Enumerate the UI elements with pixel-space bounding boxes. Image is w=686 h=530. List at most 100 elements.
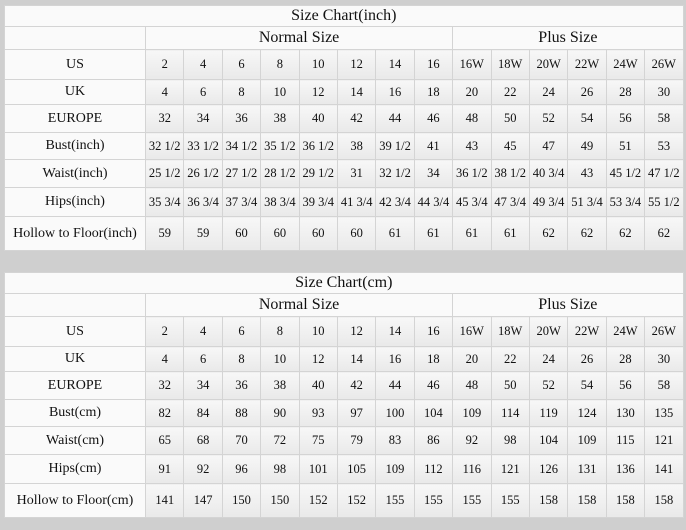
size-cell: 26 1/2	[183, 159, 223, 188]
size-cell: 40	[298, 371, 338, 400]
size-cell: 25 1/2	[144, 159, 185, 188]
size-cell: 115	[605, 426, 646, 455]
size-cell: 92	[452, 426, 492, 455]
size-cell: 22W	[567, 316, 607, 347]
size-chart-cm: Size Chart(cm) Normal Size Plus Size US 2 4 6 8…	[4, 272, 684, 518]
size-cell: 100	[375, 399, 415, 427]
size-cell: 43	[452, 132, 492, 160]
size-cell: 41 3/4	[336, 187, 377, 217]
size-cell: 61	[452, 216, 492, 251]
size-cell: 86	[413, 426, 454, 455]
size-cell: 55 1/2	[644, 187, 684, 217]
size-cell: 16	[375, 79, 415, 105]
size-cell: 62	[528, 216, 569, 251]
size-cell: 4	[183, 316, 223, 347]
size-cell: 8	[221, 79, 262, 105]
chart-title: Size Chart(cm)	[4, 272, 684, 294]
table-row: US 2 4 6 8 10 12 14 16 16W 18W 20W 22W 24W 26W	[4, 316, 684, 347]
size-cell: 10	[260, 346, 300, 372]
size-cell: 47 1/2	[644, 159, 684, 188]
size-cell: 32	[144, 371, 185, 400]
table-row: EUROPE 32 34 36 38 40 42 44 46 48 50 52 54 56 58	[4, 104, 684, 133]
size-cell: 42	[336, 104, 377, 133]
size-cell: 47 3/4	[490, 187, 530, 217]
size-cell: 26	[567, 346, 607, 372]
size-cell: 44	[375, 371, 415, 400]
group-plus-size: Plus Size	[452, 293, 684, 317]
size-cell: 152	[336, 483, 377, 518]
row-label: Waist(inch)	[4, 159, 146, 188]
size-cell: 61	[375, 216, 415, 251]
size-cell: 14	[336, 79, 377, 105]
size-cell: 72	[260, 426, 300, 455]
size-cell: 20W	[528, 49, 569, 80]
size-cell: 141	[644, 454, 684, 484]
size-cell: 121	[644, 426, 684, 455]
size-cell: 126	[528, 454, 569, 484]
size-cell: 50	[490, 104, 530, 133]
size-cell: 51 3/4	[567, 187, 607, 217]
size-cell: 26W	[644, 316, 684, 347]
size-cell: 41	[413, 132, 454, 160]
size-cell: 32 1/2	[375, 159, 415, 188]
size-cell: 46	[413, 371, 454, 400]
size-cell: 155	[413, 483, 454, 518]
size-cell: 124	[567, 399, 607, 427]
size-cell: 53	[644, 132, 684, 160]
row-label: Hips(inch)	[4, 187, 146, 217]
size-cell: 47	[528, 132, 569, 160]
size-cell: 48	[452, 371, 492, 400]
size-cell: 155	[375, 483, 415, 518]
size-cell: 121	[490, 454, 530, 484]
size-cell: 10	[260, 79, 300, 105]
size-cell: 52	[528, 371, 569, 400]
size-cell: 104	[413, 399, 454, 427]
size-cell: 68	[183, 426, 223, 455]
size-cell: 22	[490, 79, 530, 105]
table-row: Hollow to Floor(inch) 59 59 60 60 60 60 61 61 61 6…	[4, 216, 684, 251]
size-cell: 16	[413, 49, 454, 80]
size-cell: 36	[221, 371, 262, 400]
table-row: UK 4 6 8 10 12 14 16 18 20 22 24 26 28 30	[4, 346, 684, 372]
size-cell: 114	[490, 399, 530, 427]
size-cell: 35 3/4	[144, 187, 185, 217]
size-cell: 6	[221, 49, 262, 80]
size-cell: 46	[413, 104, 454, 133]
group-plus-size: Plus Size	[452, 26, 684, 50]
size-cell: 119	[528, 399, 569, 427]
size-cell: 37 3/4	[221, 187, 262, 217]
size-cell: 12	[298, 79, 338, 105]
size-cell: 36 1/2	[452, 159, 492, 188]
size-cell: 44 3/4	[413, 187, 454, 217]
size-cell: 14	[336, 346, 377, 372]
row-label: US	[4, 316, 146, 347]
size-cell: 39 3/4	[298, 187, 338, 217]
row-label: UK	[4, 346, 146, 372]
size-cell: 150	[221, 483, 262, 518]
table-row: EUROPE 32 34 36 38 40 42 44 46 48 50 52 54 56 58	[4, 371, 684, 400]
size-cell: 20W	[528, 316, 569, 347]
size-cell: 4	[183, 49, 223, 80]
size-cell: 84	[183, 399, 223, 427]
table-row: Hips(inch) 35 3/4 36 3/4 37 3/4 38 3/4 39 3/4…	[4, 187, 684, 217]
size-cell: 20	[452, 79, 492, 105]
size-cell: 141	[144, 483, 185, 518]
size-cell: 158	[605, 483, 646, 518]
row-label: EUROPE	[4, 104, 146, 133]
size-cell: 27 1/2	[221, 159, 262, 188]
size-cell: 42 3/4	[375, 187, 415, 217]
size-cell: 65	[144, 426, 185, 455]
size-cell: 58	[644, 371, 684, 400]
table-row: US 2 4 6 8 10 12 14 16 16W 18W 20W 22W 24W 26W	[4, 49, 684, 80]
size-cell: 10	[298, 316, 338, 347]
size-cell: 104	[528, 426, 569, 455]
size-cell: 43	[567, 159, 607, 188]
size-cell: 24W	[605, 316, 646, 347]
row-label: Bust(inch)	[4, 132, 146, 160]
size-cell: 31	[336, 159, 377, 188]
size-cell: 62	[567, 216, 607, 251]
size-cell: 75	[298, 426, 338, 455]
size-cell: 158	[567, 483, 607, 518]
table-row: Hollow to Floor(cm) 141 147 150 150 152 152 155…	[4, 483, 684, 518]
size-cell: 36 3/4	[183, 187, 223, 217]
